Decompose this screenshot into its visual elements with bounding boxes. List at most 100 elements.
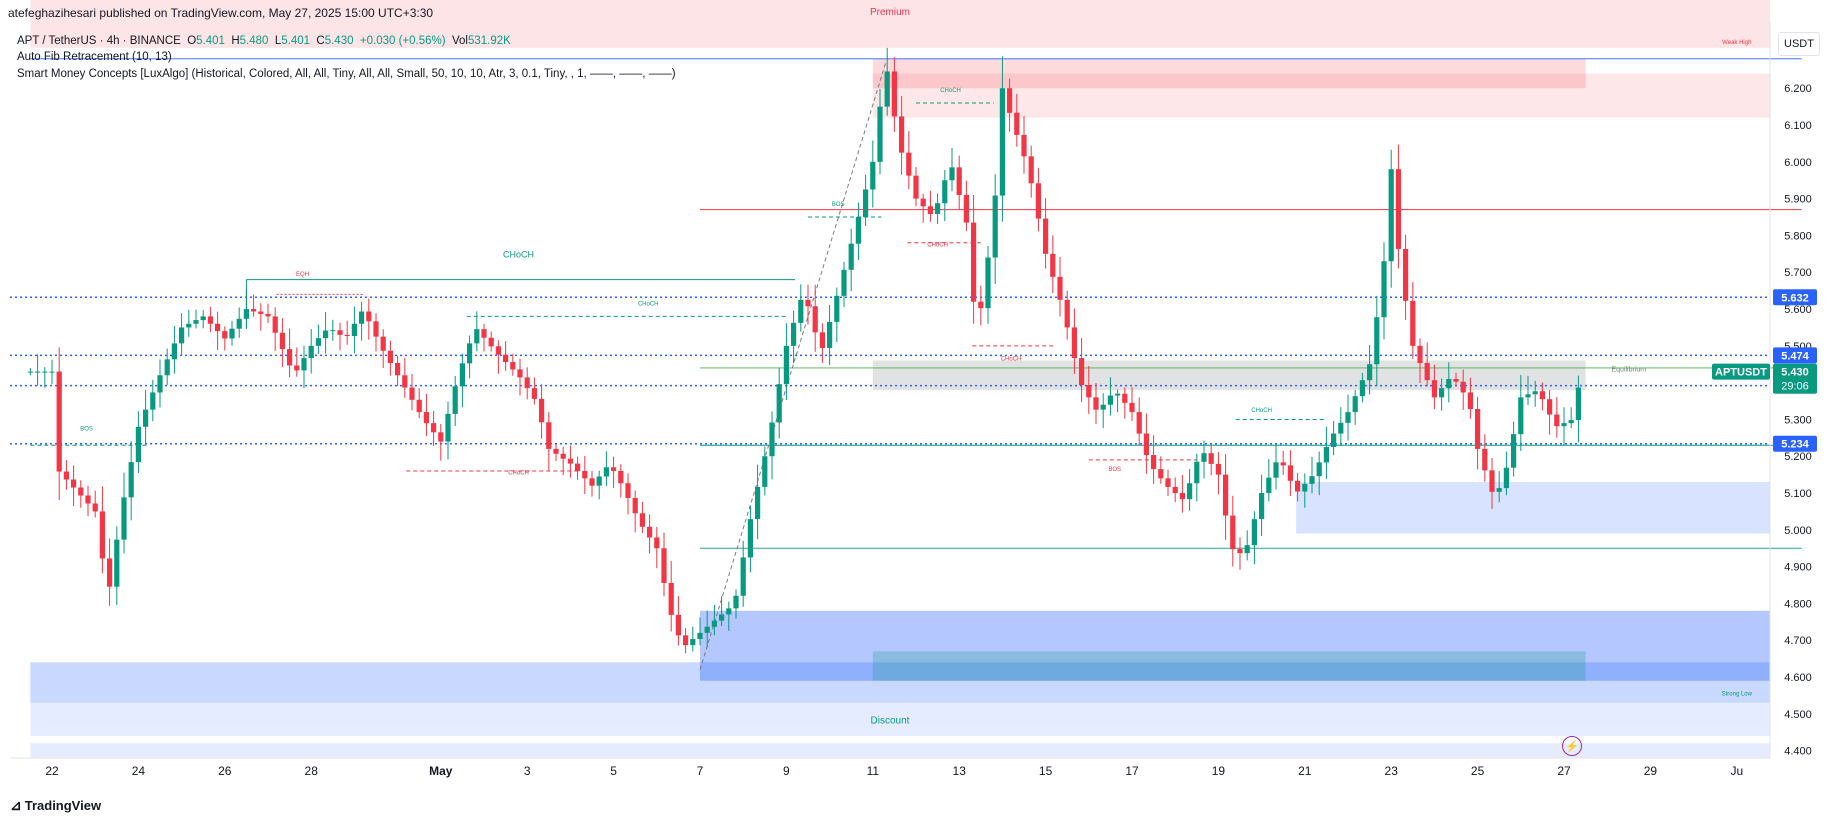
last-price-badge[interactable]: [1773, 363, 1817, 394]
candle[interactable]: [495, 346, 501, 355]
candle[interactable]: [251, 309, 257, 312]
candle[interactable]: [1453, 378, 1459, 382]
candle[interactable]: [49, 371, 55, 373]
candle[interactable]: [27, 371, 33, 373]
candle[interactable]: [1093, 397, 1099, 410]
candle[interactable]: [1503, 467, 1509, 489]
candle[interactable]: [287, 349, 293, 366]
candle[interactable]: [783, 345, 789, 385]
candle[interactable]: [1388, 169, 1394, 262]
candle[interactable]: [870, 161, 876, 190]
candle[interactable]: [488, 337, 494, 347]
plot-area[interactable]: [10, 22, 1770, 758]
candle[interactable]: [1446, 378, 1452, 389]
candle[interactable]: [128, 462, 134, 498]
candle[interactable]: [452, 386, 458, 414]
candle[interactable]: [503, 354, 509, 363]
candle[interactable]: [704, 626, 710, 633]
candle[interactable]: [380, 336, 386, 351]
candle[interactable]: [1316, 462, 1322, 477]
candle[interactable]: [661, 548, 667, 583]
candle[interactable]: [215, 323, 221, 332]
candle[interactable]: [791, 322, 797, 346]
candle[interactable]: [956, 167, 962, 195]
candle[interactable]: [675, 614, 681, 636]
candle[interactable]: [834, 295, 840, 322]
candle[interactable]: [949, 167, 955, 181]
candle[interactable]: [164, 359, 170, 376]
candle[interactable]: [611, 467, 617, 471]
symbol-tag[interactable]: [1712, 363, 1770, 380]
candle[interactable]: [1403, 248, 1409, 301]
candle[interactable]: [733, 595, 739, 609]
candle[interactable]: [632, 497, 638, 514]
candle[interactable]: [207, 316, 213, 324]
candle[interactable]: [1460, 381, 1466, 393]
candle[interactable]: [236, 318, 242, 329]
candle[interactable]: [510, 362, 516, 370]
candle[interactable]: [315, 338, 321, 346]
candle[interactable]: [171, 343, 177, 360]
candle[interactable]: [1518, 397, 1524, 435]
candle[interactable]: [1158, 469, 1164, 479]
candle[interactable]: [474, 329, 480, 344]
candle[interactable]: [747, 519, 753, 558]
candle[interactable]: [179, 327, 185, 344]
candle[interactable]: [330, 330, 336, 332]
candle[interactable]: [42, 371, 48, 373]
candle[interactable]: [409, 387, 415, 400]
candle[interactable]: [992, 195, 998, 258]
candle[interactable]: [827, 321, 833, 348]
candle[interactable]: [445, 413, 451, 442]
candle[interactable]: [762, 456, 768, 487]
candle[interactable]: [927, 206, 933, 214]
candle[interactable]: [1302, 483, 1308, 492]
candle[interactable]: [1143, 433, 1149, 456]
candle[interactable]: [690, 639, 696, 646]
candle[interactable]: [1244, 545, 1250, 554]
candle[interactable]: [1122, 393, 1128, 403]
candle[interactable]: [668, 582, 674, 615]
candle[interactable]: [423, 412, 429, 424]
candle[interactable]: [1554, 414, 1560, 427]
candle[interactable]: [546, 422, 552, 449]
currency-button[interactable]: USDT: [1778, 32, 1820, 56]
candle[interactable]: [258, 311, 264, 314]
candle[interactable]: [63, 471, 69, 480]
candle[interactable]: [1064, 299, 1070, 328]
candle[interactable]: [222, 331, 228, 339]
candle[interactable]: [467, 343, 473, 364]
candle[interactable]: [56, 371, 62, 472]
candle[interactable]: [935, 203, 941, 214]
candle[interactable]: [1539, 391, 1545, 400]
candle[interactable]: [1136, 412, 1142, 434]
candle[interactable]: [186, 323, 192, 328]
candle[interactable]: [135, 426, 141, 463]
indicator-smc[interactable]: Smart Money Concepts [LuxAlgo] (Historic…: [17, 68, 676, 80]
candle[interactable]: [805, 299, 811, 307]
indicator-fib[interactable]: Auto Fib Retracement (10, 13): [17, 51, 172, 63]
candle[interactable]: [243, 309, 249, 319]
candle[interactable]: [308, 345, 314, 359]
candle[interactable]: [1482, 448, 1488, 471]
candle[interactable]: [1511, 434, 1517, 468]
candle[interactable]: [438, 432, 444, 442]
candle[interactable]: [1230, 515, 1236, 550]
candle[interactable]: [1115, 393, 1121, 396]
candle[interactable]: [539, 398, 545, 423]
candle[interactable]: [517, 369, 523, 378]
candle[interactable]: [1489, 470, 1495, 492]
candle[interactable]: [85, 495, 91, 504]
candle[interactable]: [200, 316, 206, 321]
candle[interactable]: [279, 332, 285, 350]
candle[interactable]: [1496, 488, 1502, 492]
candle[interactable]: [1201, 453, 1207, 462]
candle[interactable]: [114, 539, 120, 587]
candle[interactable]: [1007, 88, 1013, 113]
candle[interactable]: [351, 323, 357, 337]
candle[interactable]: [726, 608, 732, 615]
candle[interactable]: [1287, 465, 1293, 481]
candle[interactable]: [776, 384, 782, 423]
candle[interactable]: [1194, 461, 1200, 484]
